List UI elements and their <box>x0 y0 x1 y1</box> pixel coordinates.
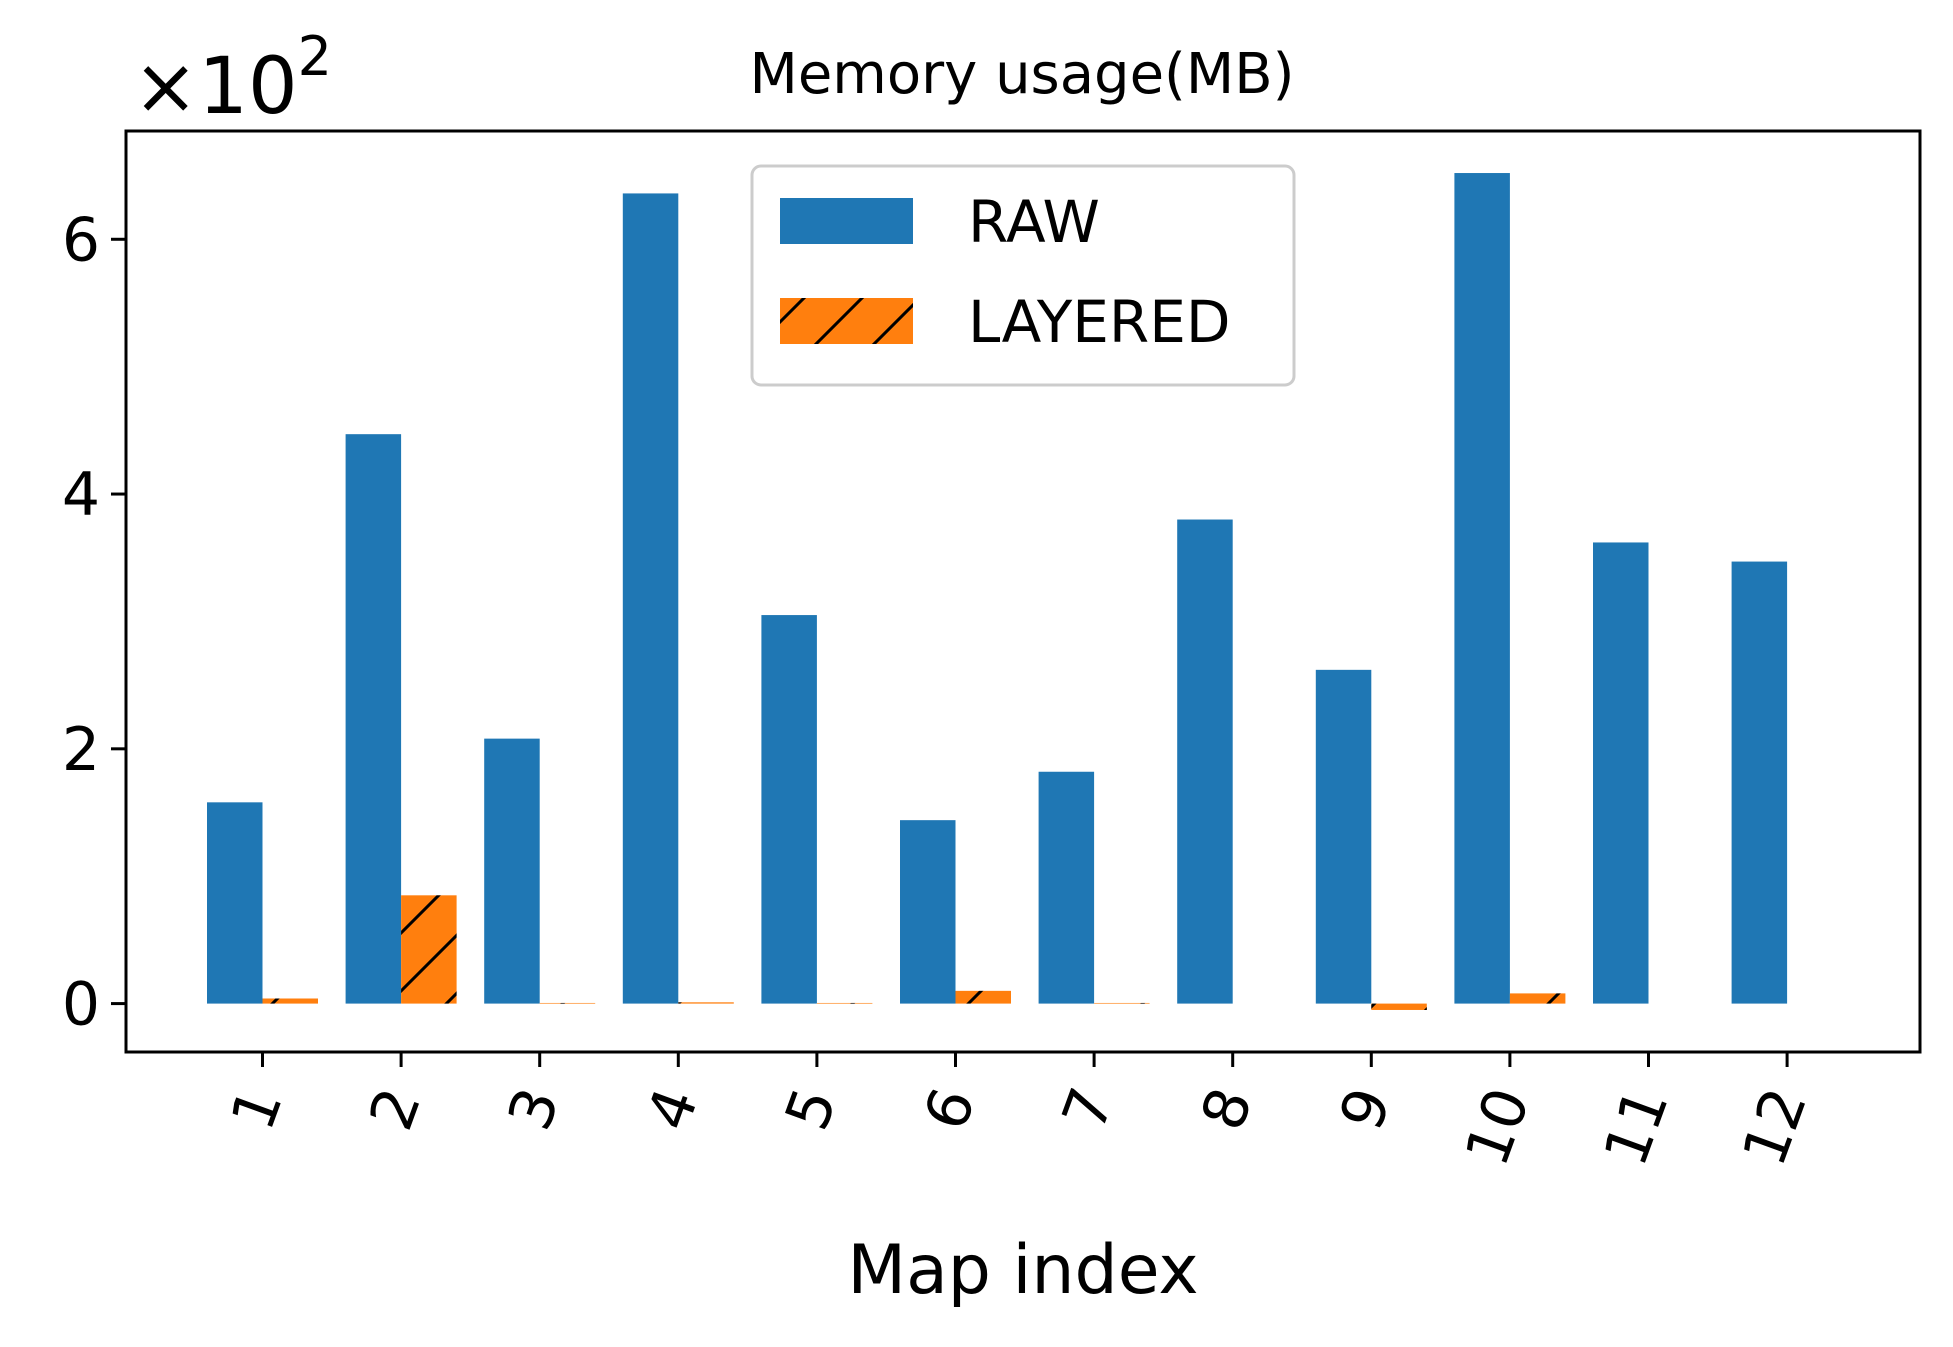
bar-raw-7 <box>1038 771 1095 1004</box>
legend-label-layered: LAYERED <box>968 288 1231 356</box>
x-tick-label: 1 <box>218 1079 297 1139</box>
x-axis: 1 2 3 4 5 6 7 8 9 10 11 12 <box>218 1052 1821 1175</box>
x-tick-label: 12 <box>1729 1079 1821 1175</box>
x-tick-label: 3 <box>495 1079 574 1139</box>
x-tick-label: 4 <box>634 1079 713 1139</box>
bar-raw-12 <box>1731 561 1788 1004</box>
y-scale-multiplier: ×102 <box>133 25 332 132</box>
x-axis-label: Map index <box>847 1231 1198 1310</box>
x-tick-label: 8 <box>1188 1079 1267 1139</box>
y-tick-label: 4 <box>62 460 100 530</box>
x-tick-label: 6 <box>911 1079 990 1139</box>
chart-title: Memory usage(MB) <box>750 42 1295 107</box>
bar-raw-8 <box>1177 519 1233 1004</box>
bar-raw-4 <box>622 193 679 1004</box>
bar-hatch-layered-7 <box>1094 1002 1150 1004</box>
bar-hatch-layered-10 <box>1509 993 1566 1004</box>
bar-raw-9 <box>1315 669 1372 1004</box>
y-tick-label: 0 <box>62 970 100 1040</box>
bar-hatch-layered-6 <box>955 990 1011 1004</box>
bar-hatch-layered-2 <box>401 895 457 1004</box>
bar-raw-3 <box>484 738 540 1004</box>
plot-frame <box>124 129 1922 1054</box>
y-tick-label: 6 <box>62 205 100 275</box>
bar-group <box>207 173 1788 1010</box>
bar-raw-10 <box>1454 173 1510 1004</box>
y-tick-label: 2 <box>62 715 100 785</box>
bar-hatch-layered-1 <box>262 998 318 1004</box>
bar-raw-11 <box>1593 542 1649 1004</box>
legend-swatch-raw <box>780 198 913 244</box>
x-tick-label: 5 <box>772 1079 851 1139</box>
x-tick-label: 10 <box>1452 1079 1544 1175</box>
bar-raw-5 <box>761 615 817 1004</box>
bar-raw-2 <box>345 434 402 1004</box>
legend-swatch-layered-hatch <box>780 298 913 344</box>
bar-hatch-layered-3 <box>539 1002 596 1004</box>
x-tick-label: 9 <box>1327 1079 1406 1139</box>
y-axis: 0 2 4 6 <box>62 205 126 1040</box>
legend: RAW LAYERED <box>750 164 1296 387</box>
bar-raw-6 <box>900 820 956 1004</box>
y-scale-exponent: 2 <box>298 25 332 88</box>
bar-hatch-layered-5 <box>816 1002 873 1004</box>
y-scale-base: ×10 <box>133 42 298 132</box>
x-tick-label: 11 <box>1591 1079 1683 1175</box>
bar-hatch-layered-9 <box>1371 1003 1427 1010</box>
legend-label-raw: RAW <box>968 188 1100 256</box>
x-tick-label: 2 <box>356 1079 435 1139</box>
bar-hatch-layered-4 <box>678 1002 734 1004</box>
x-tick-label: 7 <box>1049 1079 1128 1139</box>
bar-raw-1 <box>207 802 263 1004</box>
